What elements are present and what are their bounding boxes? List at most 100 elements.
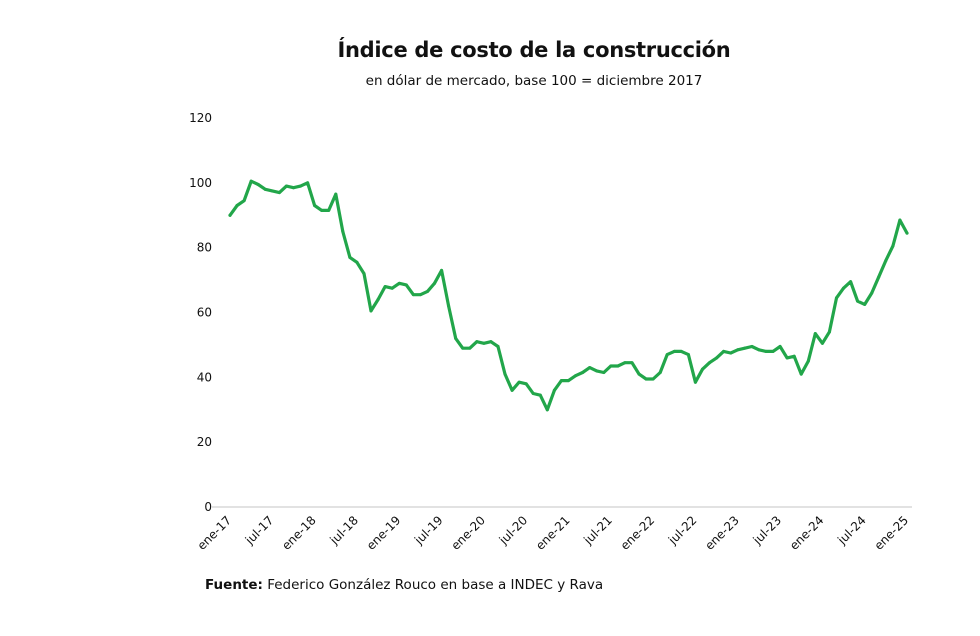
data-point [404,283,408,287]
data-point [658,370,662,374]
data-point [263,187,267,191]
data-point [898,218,902,222]
data-point [256,182,260,186]
data-point [842,286,846,290]
x-tick-label: ene-19 [364,513,404,553]
data-point [242,199,246,203]
data-point [334,192,338,196]
data-point [545,408,549,412]
chart-title: Índice de costo de la construcción [337,38,731,62]
data-point [588,366,592,370]
data-point [510,388,514,392]
data-point [630,361,634,365]
y-tick-label: 60 [197,306,212,320]
data-point [722,349,726,353]
data-point [891,244,895,248]
data-point [693,380,697,384]
data-point [623,361,627,365]
data-point [228,213,232,217]
data-point [299,184,303,188]
data-point [637,372,641,376]
data-point [863,302,867,306]
data-point [764,349,768,353]
data-point [820,341,824,345]
data-point [581,370,585,374]
data-point [602,370,606,374]
source-note: Fuente: Federico González Rouco en base … [205,577,603,593]
data-point [482,341,486,345]
data-point [806,359,810,363]
x-tick-label: jul-19 [411,513,446,548]
data-point [397,281,401,285]
data-point [792,354,796,358]
data-point [425,289,429,293]
data-point [496,345,500,349]
data-point [799,372,803,376]
data-point [447,304,451,308]
x-tick-label: jul-20 [496,513,531,548]
x-tick-label: ene-24 [787,513,827,553]
data-point [369,309,373,313]
y-tick-label: 120 [189,111,212,125]
data-point [743,346,747,350]
data-point [475,340,479,344]
data-point [813,332,817,336]
data-point [686,353,690,357]
data-point [390,286,394,290]
x-tick-label: ene-22 [618,513,658,553]
data-point [284,184,288,188]
x-tick-label: ene-20 [448,513,488,553]
data-point [856,299,860,303]
x-tick-label: jul-23 [750,513,785,548]
data-point [524,382,528,386]
data-point [884,259,888,263]
data-point [249,179,253,183]
data-point [418,293,422,297]
data-point [468,346,472,350]
data-point [277,191,281,195]
data-point [665,353,669,357]
y-tick-label: 100 [189,176,212,190]
data-point [341,229,345,233]
data-point [291,186,295,190]
data-point [877,275,881,279]
data-point [644,377,648,381]
data-point [320,208,324,212]
data-point [489,340,493,344]
data-point [538,393,542,397]
data-point [827,330,831,334]
data-point [306,181,310,185]
data-point [736,348,740,352]
y-tick-label: 20 [197,435,212,449]
data-point [785,356,789,360]
data-point [729,351,733,355]
data-point [679,349,683,353]
data-point [778,345,782,349]
data-point [411,293,415,297]
data-point [355,260,359,264]
data-point [834,296,838,300]
x-tick-label: jul-17 [242,513,277,548]
data-point [348,255,352,259]
data-point [616,364,620,368]
data-point [503,372,507,376]
x-tick-label: ene-18 [279,513,319,553]
data-point [757,348,761,352]
data-point [870,291,874,295]
data-point [559,379,563,383]
data-point [552,388,556,392]
source-text: Federico González Rouco en base a INDEC … [262,577,604,593]
data-point [651,377,655,381]
data-point [905,231,909,235]
data-point [574,374,578,378]
x-tick-label: jul-22 [665,513,700,548]
y-tick-label: 0 [204,500,212,514]
y-tick-label: 40 [197,370,212,384]
y-tick-label: 80 [197,241,212,255]
data-point [708,361,712,365]
data-point [771,349,775,353]
data-point [700,367,704,371]
chart-subtitle: en dólar de mercado, base 100 = diciembr… [365,73,703,89]
data-point [433,281,437,285]
